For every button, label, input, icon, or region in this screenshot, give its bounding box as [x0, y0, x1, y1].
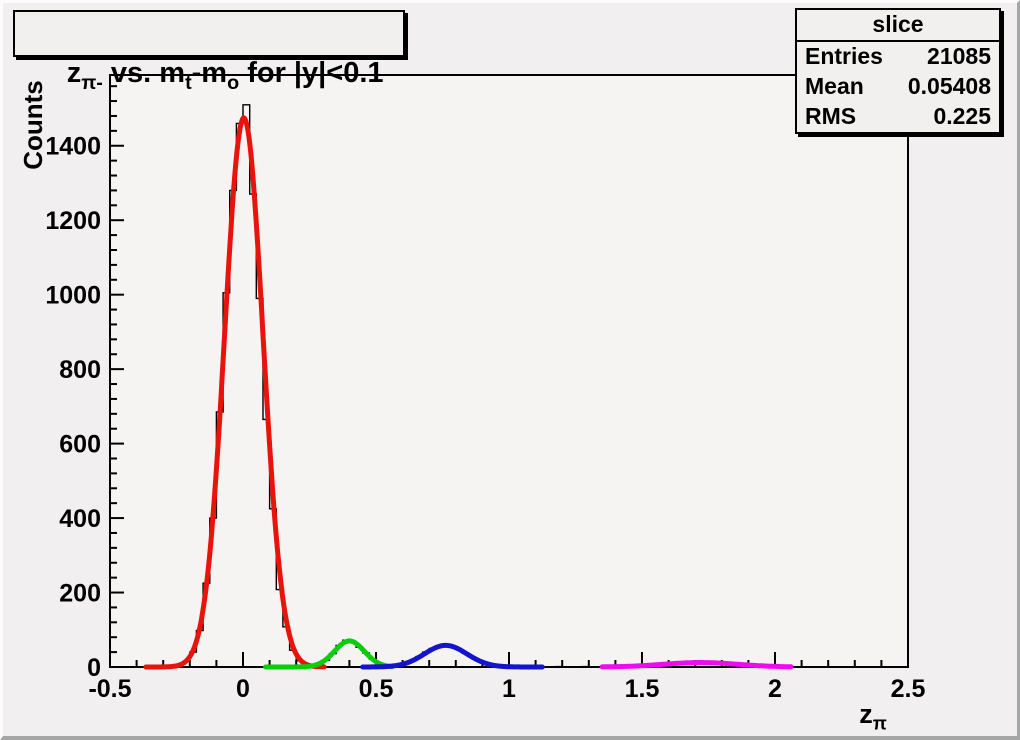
x-axis-title-sub: π [872, 712, 887, 734]
title-part: vs. m [102, 57, 186, 89]
x-tick-label: 0 [236, 675, 250, 703]
x-tick-label: 2 [768, 675, 782, 703]
fit-gauss-red [143, 115, 327, 670]
x-axis-title-text: z [859, 699, 873, 729]
x-tick-label: 1 [502, 675, 516, 703]
x-tick-label: 2.5 [891, 675, 926, 703]
stats-label: RMS [805, 103, 857, 129]
y-tick-label: 400 [59, 505, 101, 533]
y-tick-label: 600 [59, 431, 101, 459]
stats-value: 21085 [927, 43, 991, 69]
title-part: -m [191, 57, 228, 89]
stats-value: 0.05408 [907, 73, 991, 99]
y-tick-label: 1000 [45, 282, 101, 310]
plot-title-box: zπ- vs. mt-mo for |y|<0.1 [13, 10, 405, 94]
plot-svg: -0.5 0 0.5 1 1.5 2 2.5020040060080010001200140… [45, 74, 926, 703]
stats-row-mean: Mean 0.05408 [797, 72, 999, 102]
x-tick-label: 0.5 [359, 675, 394, 703]
y-tick-label: 0 [87, 654, 101, 682]
title-sub: o [227, 71, 240, 94]
stats-label: Entries [805, 43, 883, 69]
y-tick-label: 200 [59, 580, 101, 608]
x-tick-label: -0.5 [88, 675, 131, 703]
stats-row-rms: RMS 0.225 [797, 102, 999, 132]
title-sub: π- [81, 71, 103, 94]
title-part: for |y|<0.1 [239, 57, 384, 89]
plot-frame [109, 74, 909, 668]
stats-row-entries: Entries 21085 [797, 42, 999, 72]
x-axis-title: zπ [833, 699, 913, 734]
stats-value: 0.225 [933, 103, 991, 129]
title-part: z [66, 57, 82, 89]
fit-gauss-blue [360, 642, 545, 670]
stats-title: slice [797, 10, 999, 42]
y-tick-label: 1400 [45, 133, 101, 161]
y-tick-label: 800 [59, 356, 101, 384]
x-tick-label: 1.5 [625, 675, 660, 703]
title-sub: t [185, 71, 192, 94]
stats-box: slice Entries 21085 Mean 0.05408 RMS 0.2… [795, 8, 1001, 134]
stats-label: Mean [805, 73, 864, 99]
fit-gauss-magenta [599, 660, 794, 670]
fit-gauss-green [263, 638, 395, 670]
y-tick-label: 1200 [45, 207, 101, 235]
